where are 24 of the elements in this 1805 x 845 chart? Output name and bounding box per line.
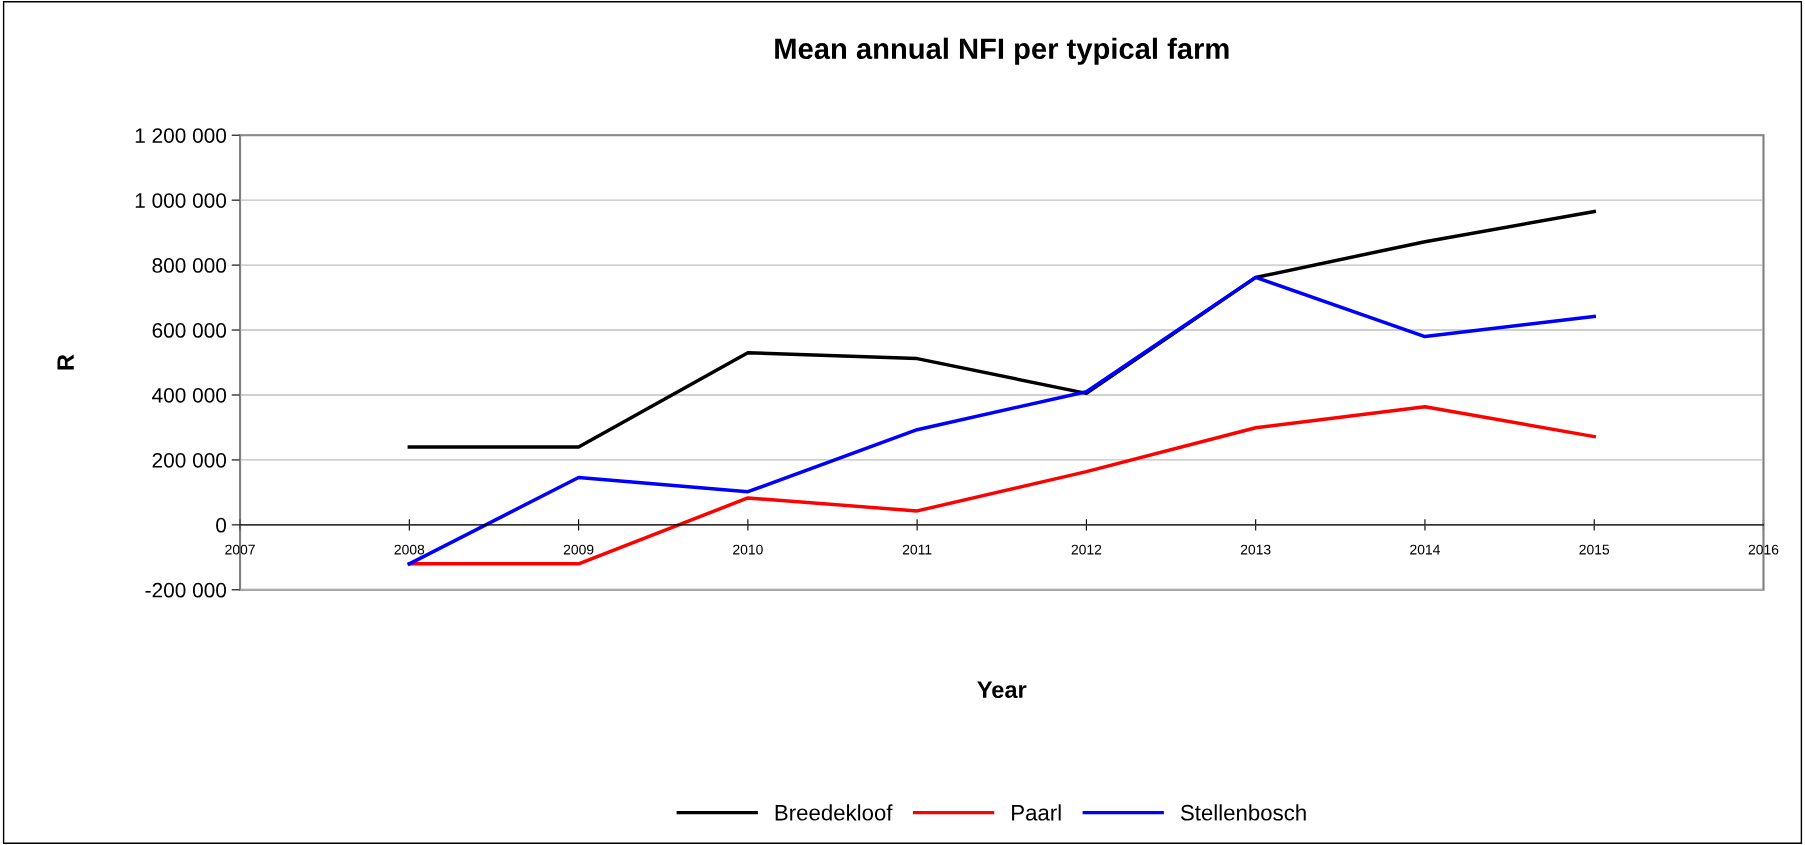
legend-label: Stellenbosch xyxy=(1180,804,1306,821)
x-tick-label: 2010 xyxy=(733,544,763,555)
y-tick-label: 1 200 000 xyxy=(135,128,227,143)
legend-label: Paarl xyxy=(1012,804,1061,821)
x-tick-label: 2007 xyxy=(225,544,255,555)
x-tick-label: 2015 xyxy=(1579,544,1610,555)
x-tick-label: 2012 xyxy=(1071,544,1102,555)
y-tick-label: 1 000 000 xyxy=(135,193,227,208)
y-tick-label: 0 xyxy=(216,517,227,533)
y-tick-label: 400 000 xyxy=(152,387,227,403)
legend-label: Breedekloof xyxy=(775,804,893,821)
y-tick-label: -200 000 xyxy=(145,582,227,598)
x-tick-label: 2008 xyxy=(394,544,425,555)
chart-title: Mean annual NFI per typical farm xyxy=(775,37,1229,65)
y-tick-label: 200 000 xyxy=(152,452,227,468)
x-tick-label: 2009 xyxy=(563,544,594,555)
y-axis-title: R xyxy=(57,354,74,370)
x-axis-title: Year xyxy=(977,681,1027,699)
x-tick-label: 2011 xyxy=(902,544,932,555)
x-tick-label: 2013 xyxy=(1240,544,1271,555)
x-tick-label: 2014 xyxy=(1410,544,1440,555)
y-tick-label: 600 000 xyxy=(152,323,227,338)
x-tick-label: 2016 xyxy=(1748,544,1779,555)
y-tick-label: 800 000 xyxy=(152,258,227,273)
